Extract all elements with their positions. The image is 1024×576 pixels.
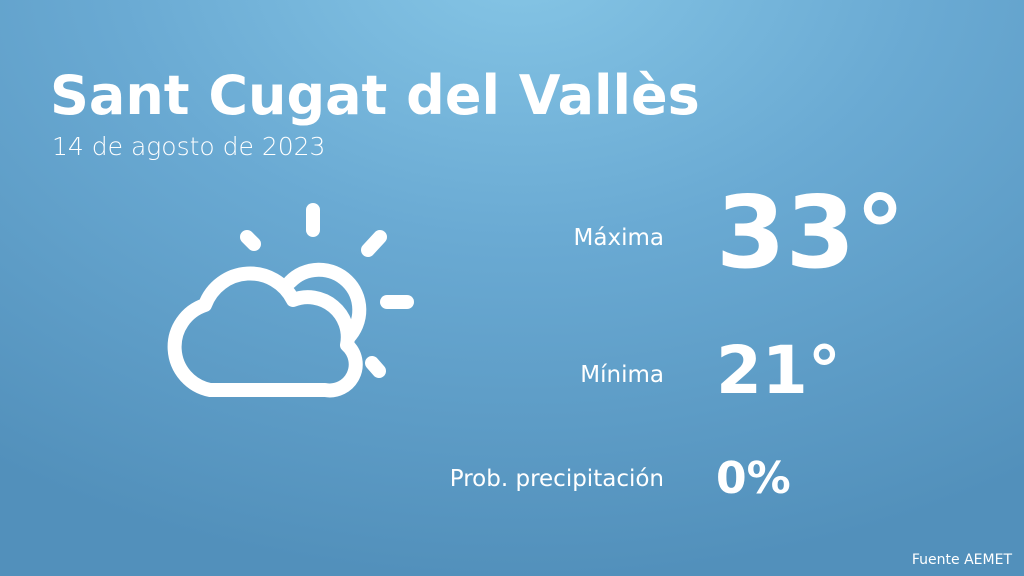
max-temperature: 33° (716, 174, 906, 291)
min-temperature: 21° (716, 332, 841, 409)
forecast-date: 14 de agosto de 2023 (52, 132, 326, 161)
precip-probability: 0% (716, 453, 791, 504)
max-label: Máxima (573, 225, 664, 251)
source-credit: Fuente AEMET (911, 552, 1012, 568)
min-label: Mínima (580, 362, 664, 388)
location-title: Sant Cugat del Vallès (50, 64, 700, 127)
precip-label: Prob. precipitación (449, 466, 664, 492)
